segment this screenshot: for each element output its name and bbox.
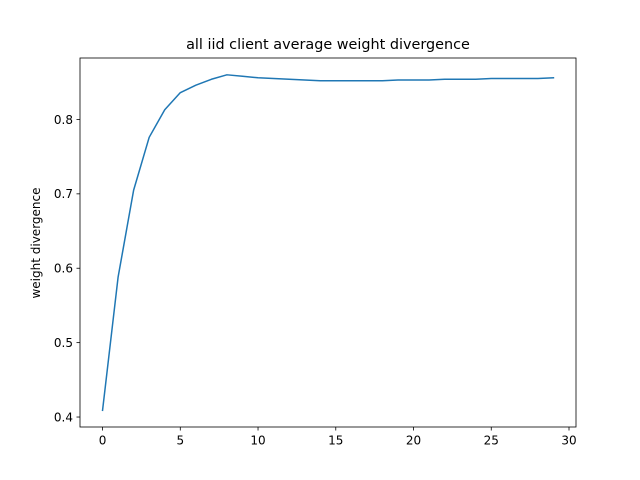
y-tick-label: 0.6	[54, 262, 73, 276]
x-axis: 0 5 10 15 20 25 30	[99, 427, 577, 448]
plot-area	[80, 58, 576, 427]
y-tick-label: 0.7	[54, 187, 73, 201]
x-tick-label: 0	[99, 434, 107, 448]
plot-frame	[79, 57, 577, 428]
x-tick-label: 25	[484, 434, 499, 448]
y-tick-label: 0.8	[54, 113, 73, 127]
y-axis-label: weight divergence	[29, 187, 43, 298]
x-tick-label: 20	[406, 434, 421, 448]
x-tick-label: 30	[561, 434, 576, 448]
y-tick-label: 0.4	[54, 410, 73, 424]
x-tick-label: 5	[176, 434, 184, 448]
y-axis: 0.4 0.5 0.6 0.7 0.8	[54, 113, 80, 424]
y-tick-label: 0.5	[54, 336, 73, 350]
x-tick-label: 10	[250, 434, 265, 448]
series-line	[101, 74, 555, 412]
x-tick-label: 15	[328, 434, 343, 448]
chart-title: all iid client average weight divergence	[186, 37, 470, 53]
